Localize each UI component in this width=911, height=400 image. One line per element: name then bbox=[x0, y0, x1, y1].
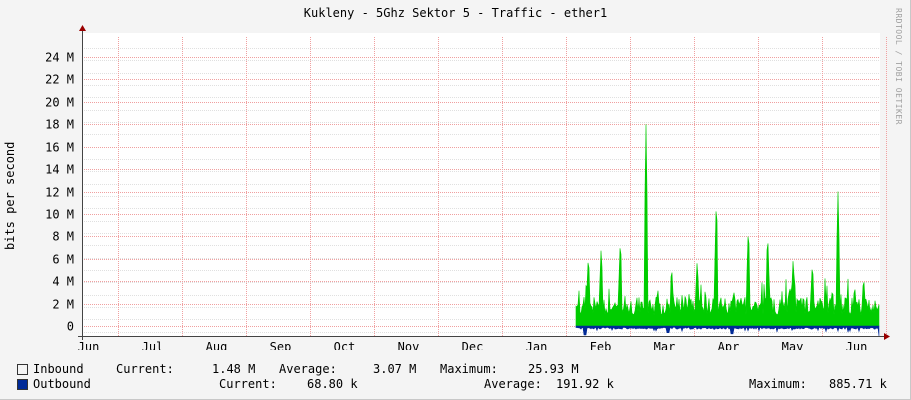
inbound-swatch bbox=[17, 364, 28, 375]
x-tick-label: Dec bbox=[462, 340, 484, 350]
y-axis-arrow bbox=[79, 25, 86, 31]
series-inbound-area bbox=[575, 124, 880, 327]
legend-outbound-name: Outbound bbox=[33, 377, 91, 391]
legend-inbound-name: Inbound bbox=[33, 362, 84, 376]
x-tick-label: May bbox=[782, 340, 804, 350]
x-tick-label: Jun bbox=[78, 340, 100, 350]
legend-outbound-average-value: 191.92 k bbox=[556, 377, 614, 391]
x-tick-label: Mar bbox=[654, 340, 676, 350]
x-tick-label: Jul bbox=[142, 340, 164, 350]
x-tick-label: Aug bbox=[206, 340, 228, 350]
x-tick-label: Jan bbox=[526, 340, 548, 350]
legend-inbound-maximum-value: 25.93 M bbox=[528, 362, 579, 376]
legend-inbound-average-value: 3.07 M bbox=[373, 362, 417, 376]
y-tick-label: 16 M bbox=[45, 141, 74, 155]
y-tick-label: 8 M bbox=[52, 230, 74, 244]
legend-outbound-current-value: 68.80 k bbox=[307, 377, 358, 391]
rrdtool-watermark: RRDTOOL / TOBI OETIKER bbox=[894, 8, 903, 125]
y-tick-label: 20 M bbox=[45, 96, 74, 110]
y-tick-label: 12 M bbox=[45, 186, 74, 200]
x-tick-label: Feb bbox=[590, 340, 612, 350]
legend-inbound-maximum-label: Maximum: bbox=[440, 362, 498, 376]
legend-inbound-average-label: Average: bbox=[279, 362, 337, 376]
plot-svg: 0 2 M 4 M 6 M 8 M 10 M 12 M 14 M 16 M 18 M 20 M 22 … bbox=[45, 25, 890, 350]
y-tick-label: 2 M bbox=[52, 298, 74, 312]
x-tick-label: Oct bbox=[334, 340, 356, 350]
x-tick-label: Apr bbox=[718, 340, 740, 350]
y-tick-label: 22 M bbox=[45, 73, 74, 87]
y-tick-label: 18 M bbox=[45, 118, 74, 132]
legend-outbound-current-label: Current: bbox=[219, 377, 277, 391]
y-tick-label: 24 M bbox=[45, 51, 74, 65]
y-tick-label: 4 M bbox=[52, 275, 74, 289]
x-tick-label: Jun bbox=[846, 340, 868, 350]
legend-inbound-current-label: Current: bbox=[116, 362, 174, 376]
y-tick-label: 10 M bbox=[45, 208, 74, 222]
series-outbound-area bbox=[575, 325, 880, 337]
y-tick-label: 0 bbox=[67, 320, 74, 334]
x-tick-label: Sep bbox=[270, 340, 292, 350]
y-tick-label: 6 M bbox=[52, 253, 74, 267]
legend-outbound-maximum-value: 885.71 k bbox=[829, 377, 887, 391]
chart-title: Kukleny - 5Ghz Sektor 5 - Traffic - ethe… bbox=[303, 6, 608, 20]
x-axis-arrow bbox=[884, 333, 890, 340]
outbound-swatch bbox=[17, 379, 28, 390]
legend-outbound-average-label: Average: bbox=[484, 377, 542, 391]
legend-inbound-current-value: 1.48 M bbox=[212, 362, 256, 376]
legend-outbound-maximum-label: Maximum: bbox=[749, 377, 807, 391]
x-tick-label: Nov bbox=[398, 340, 420, 350]
y-tick-label: 14 M bbox=[45, 163, 74, 177]
